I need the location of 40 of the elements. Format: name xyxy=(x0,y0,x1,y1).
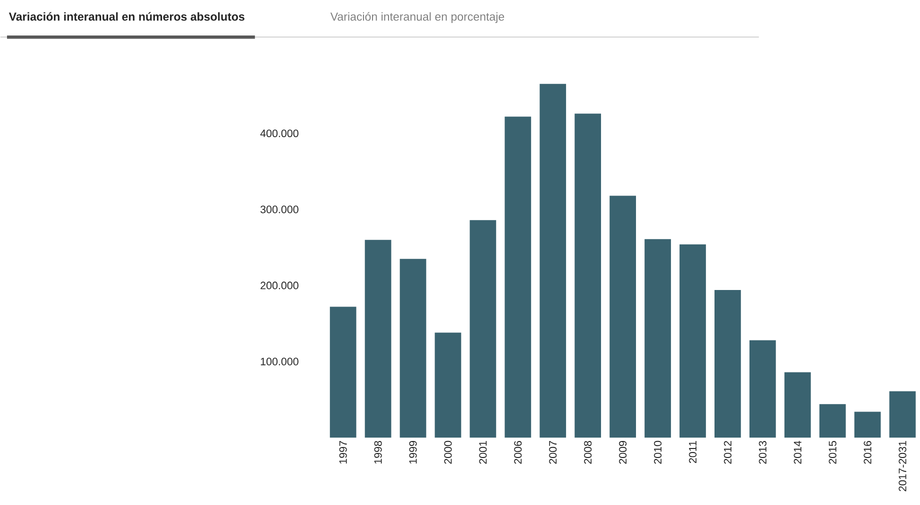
bar xyxy=(364,240,392,438)
bar xyxy=(680,244,706,438)
bar xyxy=(400,259,426,438)
x-tick-label: 2001 xyxy=(479,441,487,464)
x-tick-label: 2015 xyxy=(828,441,836,464)
x-tick-label: 2013 xyxy=(758,441,766,464)
x-tick-label: 2009 xyxy=(619,441,627,464)
bar xyxy=(330,307,356,438)
chart-subtitle: Variación interanual en porcentaje xyxy=(330,12,504,24)
bar xyxy=(644,239,671,438)
y-tick-label: 400.000 xyxy=(260,130,298,138)
x-tick-label: 1997 xyxy=(339,441,347,464)
bar xyxy=(470,220,496,438)
text: Variación interanual en números absolutos xyxy=(8,12,244,21)
bar xyxy=(574,114,602,438)
bar xyxy=(819,404,846,438)
x-tick-label: 2011 xyxy=(688,441,697,464)
x-tick-label: 2016 xyxy=(864,441,872,464)
x-tick-label: 2014 xyxy=(794,441,802,464)
bar xyxy=(504,116,532,438)
bar xyxy=(434,332,462,438)
x-tick-label: 2008 xyxy=(584,441,592,464)
x-tick-label: 2010 xyxy=(654,441,662,464)
bar xyxy=(854,412,881,438)
bar xyxy=(540,84,566,438)
x-tick-label: 2007 xyxy=(549,441,557,464)
x-tick-label: 1999 xyxy=(409,441,417,464)
x-tick-label: 1998 xyxy=(374,441,382,464)
bar xyxy=(784,372,811,438)
x-tick-label: 2017-2031 xyxy=(898,441,906,492)
bar xyxy=(714,290,741,438)
x-tick-label: 2000 xyxy=(444,441,452,464)
y-tick-label: 200.000 xyxy=(260,282,298,290)
y-tick-label: 300.000 xyxy=(260,206,298,214)
bar xyxy=(749,340,776,438)
bar xyxy=(889,391,916,438)
x-tick-label: 2006 xyxy=(514,441,522,464)
x-tick-label: 2012 xyxy=(724,441,732,464)
y-tick-label: 100.000 xyxy=(260,358,298,366)
bar xyxy=(610,196,636,438)
